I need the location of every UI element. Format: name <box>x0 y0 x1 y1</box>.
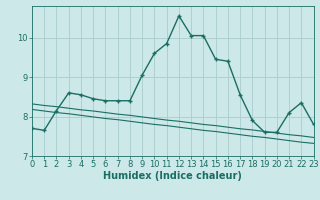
X-axis label: Humidex (Indice chaleur): Humidex (Indice chaleur) <box>103 171 242 181</box>
